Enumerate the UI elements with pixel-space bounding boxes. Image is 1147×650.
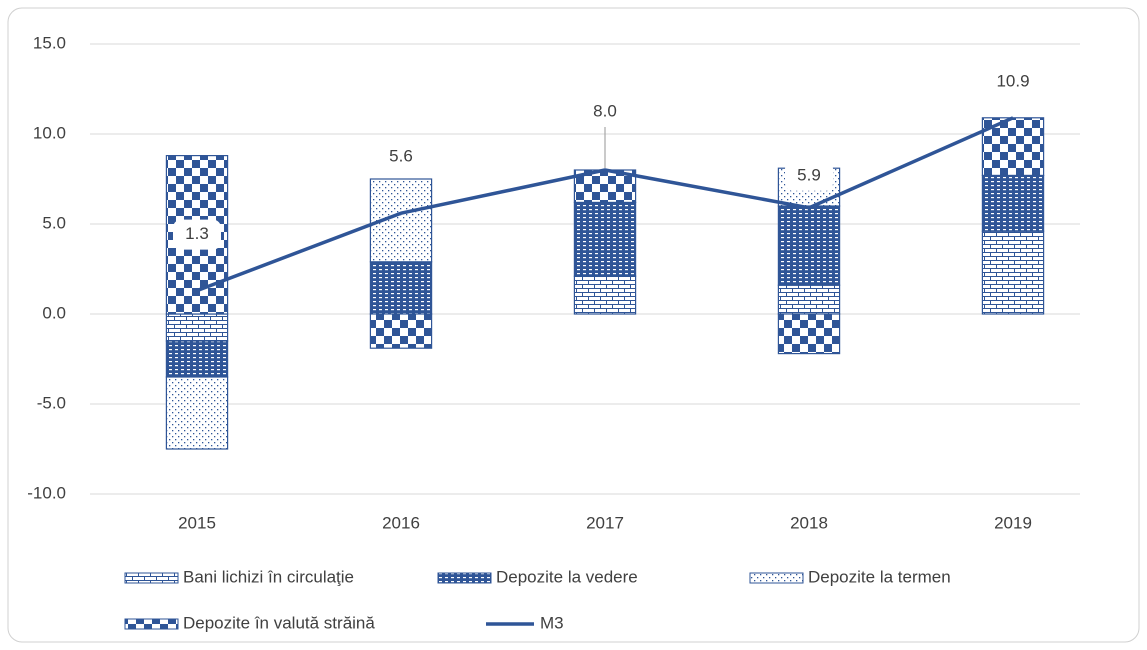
- legend-label: Depozite la termen: [808, 567, 951, 586]
- y-tick-label: -5.0: [37, 393, 66, 412]
- label-bg: [581, 97, 629, 127]
- bar-segment: [981, 230, 1045, 315]
- bar-segment: [165, 376, 229, 450]
- legend-swatch: [124, 572, 179, 584]
- data-label: 8.0: [593, 101, 617, 120]
- legend-label: M3: [540, 613, 564, 632]
- line: [196, 116, 1014, 293]
- x-tick-label: 2017: [586, 513, 624, 532]
- bar-segment: [981, 174, 1045, 232]
- y-tick-label: 15.0: [33, 33, 66, 52]
- frame: [7, 7, 1140, 643]
- label-bg: [173, 219, 221, 250]
- bar-segment: [777, 205, 841, 286]
- y-tick-label: 10.0: [33, 123, 66, 142]
- x-tick-label: 2015: [178, 513, 216, 532]
- legend-label: Bani lichizi în circulaţie: [183, 567, 354, 586]
- label-bg: [785, 160, 833, 191]
- bar-segment: [369, 261, 433, 315]
- x-tick-label: 2016: [382, 513, 420, 532]
- y-tick-label: -10.0: [27, 483, 66, 502]
- data-label: 1.3: [185, 224, 209, 243]
- legend-swatch: [749, 572, 804, 584]
- legend-label: Depozite la vedere: [496, 567, 638, 586]
- data-label: 5.6: [389, 147, 413, 166]
- label-bg: [989, 66, 1037, 97]
- legend-label: Depozite în valută străină: [183, 613, 375, 632]
- x-tick-label: 2019: [994, 513, 1032, 532]
- label-bg: [377, 142, 425, 173]
- legend-swatch: [124, 618, 179, 630]
- bar-segment: [165, 340, 229, 378]
- legend-swatch: [437, 572, 492, 584]
- data-label: 10.9: [996, 71, 1029, 90]
- bar-segment: [573, 275, 637, 315]
- y-tick-label: 0.0: [42, 303, 66, 322]
- bar-segment: [369, 313, 433, 349]
- bar-segment: [777, 284, 841, 315]
- x-tick-label: 2018: [790, 513, 828, 532]
- bar-segment: [573, 201, 637, 277]
- data-label: 5.9: [797, 165, 821, 184]
- bar-segment: [165, 313, 229, 342]
- bar-segment: [777, 313, 841, 355]
- y-tick-label: 5.0: [42, 213, 66, 232]
